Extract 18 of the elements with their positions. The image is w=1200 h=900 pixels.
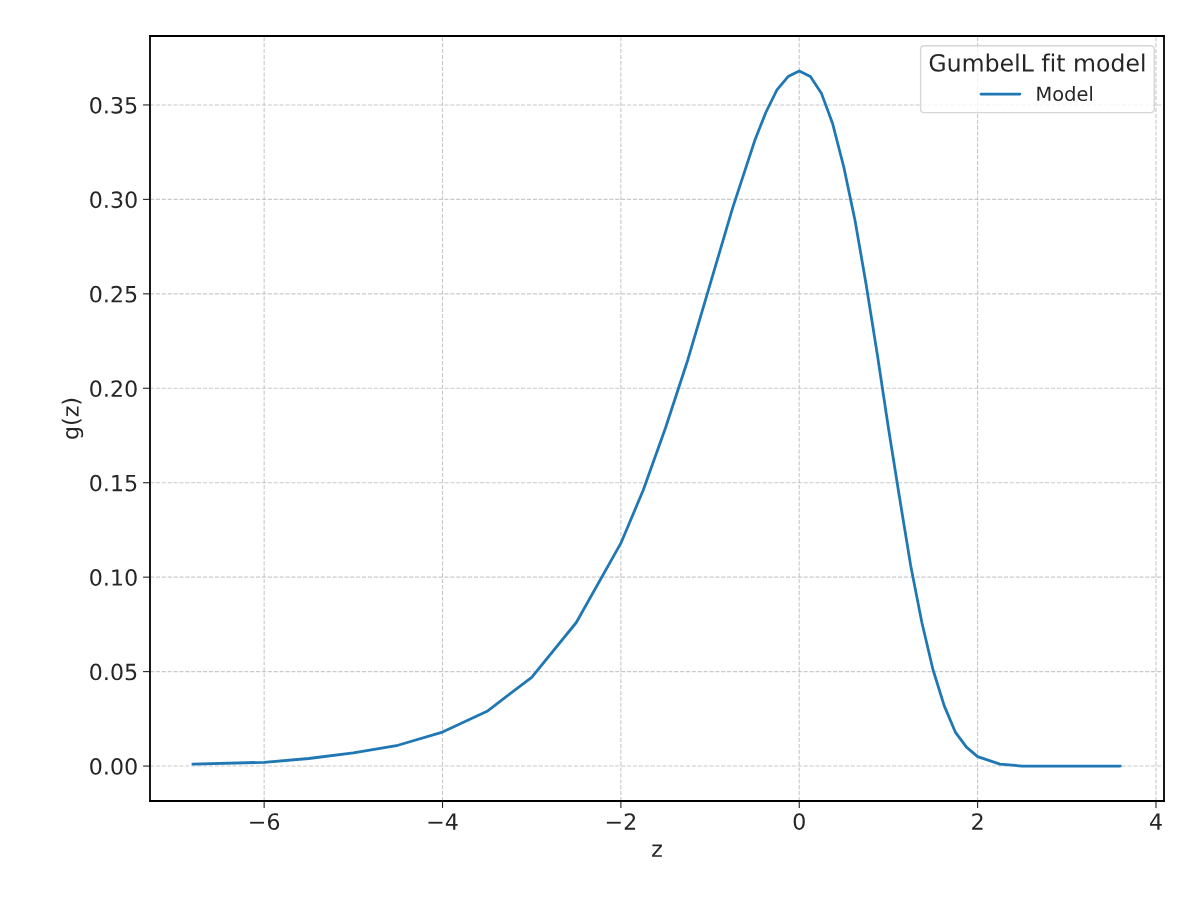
y-tick-label: 0.20 (90, 380, 137, 398)
y-tick-label: 0.35 (90, 96, 137, 114)
x-tick-label: −4 (428, 813, 458, 830)
x-axis-title: z (652, 844, 662, 857)
y-tick-label: 0.00 (90, 758, 137, 775)
y-tick-label: 0.15 (90, 474, 137, 492)
x-tick-label: −2 (606, 813, 636, 830)
x-tick-label: 2 (972, 813, 983, 830)
x-tick-label: −6 (250, 813, 280, 831)
x-tick-label: 4 (1149, 813, 1162, 830)
y-tick-label: 0.25 (90, 285, 137, 303)
legend-title: GumbelL fit model (929, 53, 1145, 72)
legend-label: Model (1037, 86, 1093, 102)
y-axis-title: g(z) (61, 398, 84, 439)
x-tick-label: 0 (793, 813, 805, 831)
y-tick-label: 0.30 (90, 191, 137, 209)
y-tick-label: 0.05 (90, 663, 137, 681)
y-tick-label: 0.10 (90, 569, 137, 586)
